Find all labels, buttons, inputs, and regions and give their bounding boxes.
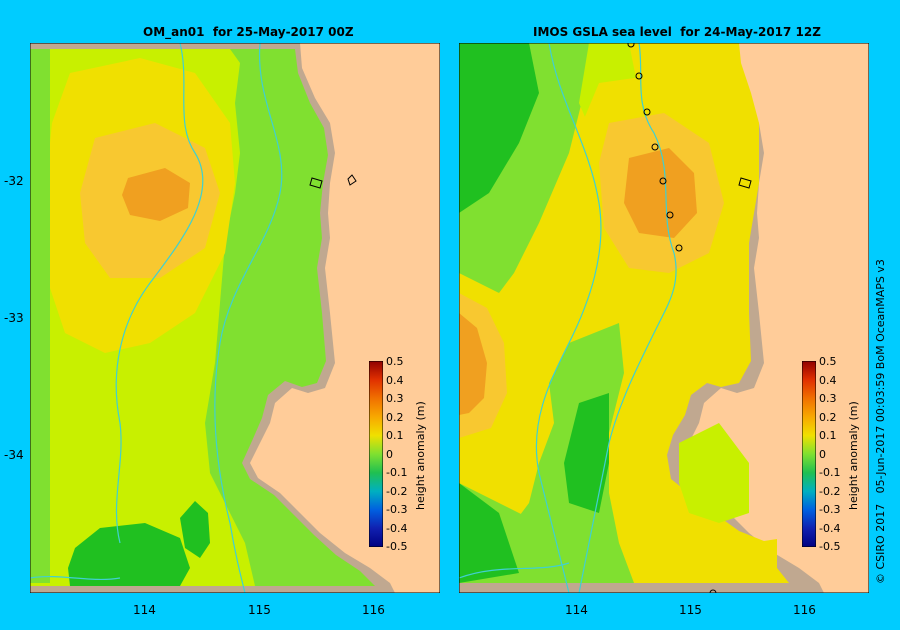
left-green-patch-small: [180, 501, 210, 558]
left-contour-line-1: [115, 43, 204, 544]
colorbar-title: height anomaly (m): [414, 401, 427, 510]
right-southeast-yellowgreen: [679, 423, 749, 523]
right-contour-line-2: [535, 43, 602, 593]
colorbar-label: -0.1: [819, 466, 841, 479]
colorbar-title: height anomaly (m): [847, 401, 860, 510]
left-orange-center: [122, 168, 190, 221]
colorbar-label: 0: [819, 448, 826, 461]
colorbar-label: 0.3: [819, 392, 837, 405]
right-southwest-dark-green: [459, 483, 519, 583]
right-orange-center: [624, 148, 697, 238]
colorbar-label: 0.2: [819, 411, 837, 424]
xtick-label: 115: [248, 603, 271, 617]
colorbar-label: 0: [386, 448, 393, 461]
right-south-dark-green: [564, 393, 609, 513]
colorbar-label: 0.5: [819, 355, 837, 368]
left-contour-line-3: [30, 575, 121, 581]
xtick-label: 116: [793, 603, 816, 617]
colorbar-label: 0.4: [819, 374, 837, 387]
colorbar-label: 0.2: [386, 411, 404, 424]
colorbar-label: -0.4: [819, 522, 841, 535]
ytick-label: -32: [4, 174, 24, 188]
xtick-label: 116: [362, 603, 385, 617]
colorbar-label: -0.5: [819, 540, 841, 553]
copyright-text: © CSIRO 2017 05-Jun-2017 00:03:59 BoM Oc…: [874, 259, 887, 584]
colorbar-label: -0.2: [819, 485, 841, 498]
colorbar-label: 0.1: [819, 429, 837, 442]
colorbar-label: 0.5: [386, 355, 404, 368]
colorbar-label: -0.4: [386, 522, 408, 535]
xtick-label: 115: [679, 603, 702, 617]
left-map-panel: [30, 43, 440, 593]
colorbar-label: -0.5: [386, 540, 408, 553]
left-island-2: [347, 174, 357, 186]
ytick-label: -33: [4, 311, 24, 325]
xtick-label: 114: [565, 603, 588, 617]
right-contour-line-1: [578, 43, 677, 593]
colorbar-label: -0.1: [386, 466, 408, 479]
colorbar-label: -0.2: [386, 485, 408, 498]
right-map-panel: [459, 43, 869, 593]
colorbar-label: 0.1: [386, 429, 404, 442]
ytick-label: -34: [4, 448, 24, 462]
colorbar-label: 0.4: [386, 374, 404, 387]
colorbar-label: -0.3: [386, 503, 408, 516]
right-west-orange: [459, 313, 487, 415]
right-contour-line-3: [459, 562, 570, 579]
colorbar-label: -0.3: [819, 503, 841, 516]
right-observation-markers: [627, 43, 717, 593]
right-northwest-dark-green: [459, 43, 539, 213]
left-west-strip: [30, 49, 50, 583]
colorbar-label: 0.3: [386, 392, 404, 405]
left-contour-line-2: [214, 43, 283, 593]
xtick-label: 114: [133, 603, 156, 617]
right-island: [738, 177, 752, 189]
left-map-title: OM_an01 for 25-May-2017 00Z: [143, 25, 354, 39]
left-colorbar: [369, 361, 383, 547]
right-map-title: IMOS GSLA sea level for 24-May-2017 12Z: [533, 25, 821, 39]
left-island: [309, 177, 323, 189]
left-green-patch-south: [68, 523, 190, 586]
right-colorbar: [802, 361, 816, 547]
